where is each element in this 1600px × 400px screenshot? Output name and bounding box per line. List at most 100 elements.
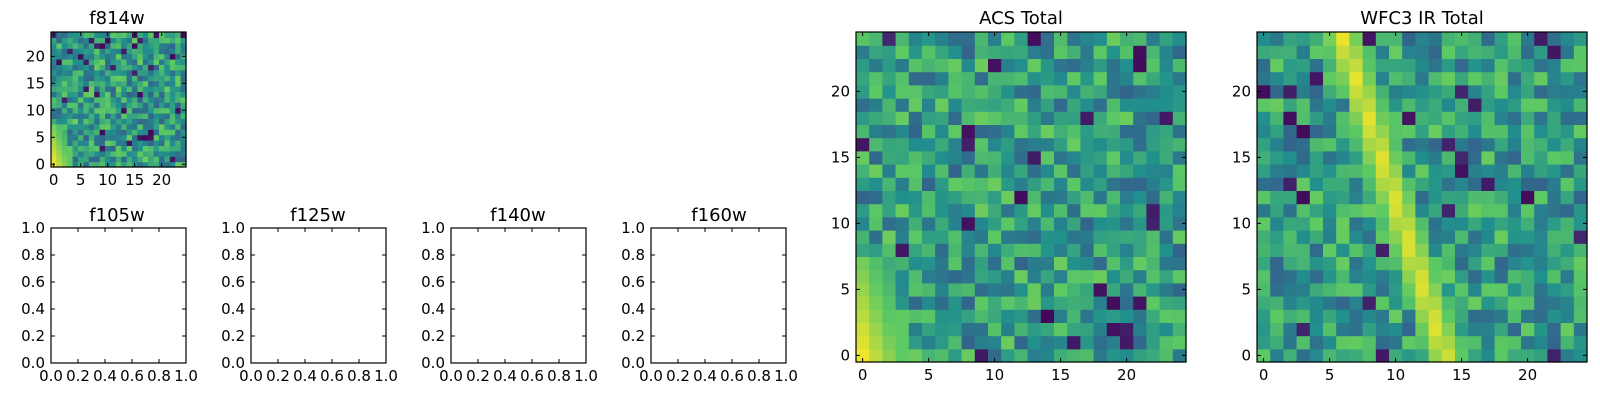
- wfc3_ir_total-cell: [1560, 243, 1575, 257]
- wfc3_ir_total-cell: [1389, 164, 1403, 178]
- f814w-cell: [83, 64, 90, 71]
- f814w-cell: [142, 37, 149, 44]
- f814w-cell: [153, 37, 160, 44]
- f814w-cell: [115, 102, 122, 109]
- f814w-cell: [153, 150, 160, 157]
- acs_total-cell: [1054, 58, 1068, 73]
- wfc3_ir_total-cell: [1560, 45, 1575, 59]
- wfc3_ir_total-cell: [1323, 190, 1337, 205]
- wfc3_ir_total-cell: [1362, 243, 1377, 257]
- wfc3_ir_total-cell: [1283, 84, 1298, 99]
- wfc3_ir_total-cell: [1323, 150, 1337, 165]
- f814w-cell: [180, 32, 187, 38]
- f814w-cell: [137, 123, 144, 130]
- f814w-cell: [148, 140, 155, 146]
- acs_total-cell: [1106, 256, 1121, 271]
- acs_total-cell: [1001, 296, 1015, 310]
- wfc3_ir_total-cell: [1375, 150, 1390, 165]
- acs_total-cell: [1040, 84, 1055, 99]
- acs_total-cell: [869, 230, 883, 244]
- f814w-cell: [132, 37, 138, 44]
- wfc3_ir_total-cell: [1507, 137, 1522, 152]
- acs_total-cell: [988, 58, 1002, 73]
- wfc3_ir_total-cell: [1336, 150, 1350, 165]
- f814w-cell: [175, 102, 182, 109]
- acs_total-cell: [908, 335, 923, 350]
- acs_total-cell: [961, 322, 976, 337]
- acs_total-cell: [895, 269, 910, 284]
- acs_total-cell: [1054, 335, 1068, 350]
- f814w-cell: [110, 145, 117, 152]
- wfc3_ir_total-cell: [1494, 58, 1509, 73]
- f814w-cell: [153, 123, 160, 130]
- f814w-cell: [159, 134, 165, 141]
- wfc3_ir_total-cell: [1283, 203, 1298, 218]
- wfc3_ir_total-cell: [1507, 269, 1522, 284]
- f814w-cell: [110, 37, 117, 44]
- wfc3_ir_total-cell: [1309, 296, 1324, 310]
- f814w-cell: [56, 80, 63, 87]
- acs_total-cell: [908, 256, 923, 271]
- f814w-cell: [88, 145, 95, 152]
- acs_total-cell: [988, 282, 1002, 297]
- wfc3_ir_total-cell: [1375, 71, 1390, 86]
- wfc3_ir_total-cell: [1389, 190, 1403, 205]
- f814w-cell: [110, 140, 117, 146]
- acs_total-cell: [935, 150, 949, 165]
- f814w-cell: [56, 59, 63, 65]
- wfc3_ir_total-cell: [1521, 282, 1535, 297]
- acs_total-cell: [1120, 84, 1134, 99]
- acs_total-cell: [1146, 348, 1161, 363]
- wfc3_ir_total-cell: [1547, 243, 1562, 257]
- acs_total-xtick-label: 0: [858, 366, 868, 384]
- wfc3_ir_total-cell: [1468, 269, 1482, 284]
- acs_total-cell: [1146, 216, 1161, 231]
- acs_total-ytick-label: 20: [831, 82, 850, 100]
- f814w-cell: [126, 107, 133, 114]
- wfc3_ir_total-cell: [1283, 45, 1298, 59]
- acs_total-cell: [961, 71, 976, 86]
- wfc3_ir_total-cell: [1521, 137, 1535, 152]
- f814w-cell: [115, 53, 122, 60]
- wfc3_ir_total-cell: [1323, 71, 1337, 86]
- acs_total-cell: [1027, 282, 1042, 297]
- acs_total-cell: [869, 111, 883, 125]
- f814w-cell: [99, 75, 106, 82]
- f814w-cell: [78, 102, 84, 109]
- f814w-cell: [126, 37, 133, 44]
- wfc3_ir_total-cell: [1389, 150, 1403, 165]
- acs_total-cell: [1133, 230, 1147, 244]
- wfc3_ir_total-cell: [1375, 98, 1390, 112]
- acs_total-cell: [1120, 282, 1134, 297]
- wfc3_ir_total-cell: [1468, 137, 1482, 152]
- acs_total-cell: [1106, 243, 1121, 257]
- acs_total-cell: [974, 322, 989, 337]
- acs_total-cell: [856, 322, 870, 337]
- acs_total-cell: [1040, 322, 1055, 337]
- acs_total-cell: [1172, 203, 1187, 218]
- acs_total-cell: [974, 190, 989, 205]
- wfc3_ir_total-cell: [1257, 282, 1271, 297]
- f814w-cell: [61, 75, 68, 82]
- f814w-cell: [142, 91, 149, 98]
- f125w-ytick-label: 0.0: [221, 354, 245, 372]
- wfc3_ir_total-cell: [1455, 335, 1469, 350]
- acs_total-cell: [856, 137, 870, 152]
- acs_total-cell: [948, 216, 963, 231]
- wfc3_ir_total-cell: [1573, 216, 1588, 231]
- acs_total-cell: [1001, 269, 1015, 284]
- acs_total-cell: [1014, 216, 1029, 231]
- wfc3_ir_total-cell: [1336, 58, 1350, 73]
- acs_total-cell: [922, 296, 936, 310]
- wfc3_ir_total-cell: [1349, 124, 1364, 139]
- acs_total-cell: [1067, 84, 1081, 99]
- acs_total-cell: [1093, 111, 1108, 125]
- f814w-cell: [72, 134, 79, 141]
- wfc3_ir_total-cell: [1257, 203, 1271, 218]
- acs_total-cell: [1054, 98, 1068, 112]
- wfc3_ir_total-cell: [1455, 98, 1469, 112]
- wfc3_ir_total-cell: [1521, 58, 1535, 73]
- wfc3_ir_total-cell: [1507, 124, 1522, 139]
- wfc3_ir_total-cell: [1494, 124, 1509, 139]
